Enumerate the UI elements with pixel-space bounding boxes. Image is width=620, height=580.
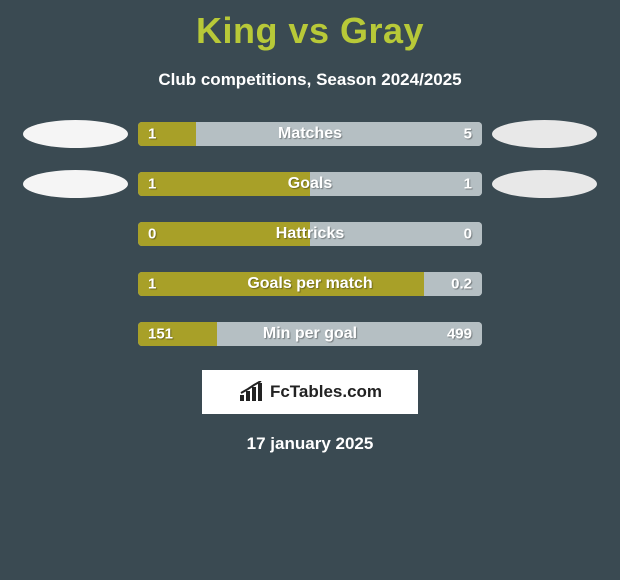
stat-value-right: 0 bbox=[464, 226, 472, 243]
stat-value-left: 151 bbox=[148, 326, 173, 343]
left-player-oval bbox=[23, 120, 128, 148]
brand-text: FcTables.com bbox=[270, 382, 382, 402]
stat-value-left: 0 bbox=[148, 226, 156, 243]
stat-label: Hattricks bbox=[276, 225, 344, 243]
stat-label: Min per goal bbox=[263, 325, 357, 343]
stat-label: Matches bbox=[278, 125, 342, 143]
stat-value-right: 1 bbox=[464, 176, 472, 193]
stat-value-left: 1 bbox=[148, 276, 156, 293]
stat-value-right: 499 bbox=[447, 326, 472, 343]
stat-value-left: 1 bbox=[148, 126, 156, 143]
right-player-oval bbox=[492, 120, 597, 148]
stat-value-right: 0.2 bbox=[451, 276, 472, 293]
stat-bar: 1 1 Goals bbox=[138, 172, 482, 196]
comparison-row: 1 5 Matches bbox=[10, 120, 610, 148]
page-title: King vs Gray bbox=[0, 0, 620, 52]
chart-icon bbox=[238, 381, 264, 403]
right-player-oval bbox=[492, 170, 597, 198]
comparison-row: 1 1 Goals bbox=[10, 170, 610, 198]
left-player-oval bbox=[23, 170, 128, 198]
stat-bar: 1 0.2 Goals per match bbox=[138, 272, 482, 296]
stat-bar: 151 499 Min per goal bbox=[138, 322, 482, 346]
subtitle: Club competitions, Season 2024/2025 bbox=[0, 70, 620, 90]
stat-value-left: 1 bbox=[148, 176, 156, 193]
comparison-row: 1 0.2 Goals per match bbox=[10, 270, 610, 298]
comparison-row: 151 499 Min per goal bbox=[10, 320, 610, 348]
stat-bar: 0 0 Hattricks bbox=[138, 222, 482, 246]
bar-fill-right bbox=[310, 172, 482, 196]
comparison-row: 0 0 Hattricks bbox=[10, 220, 610, 248]
bar-fill-left bbox=[138, 122, 196, 146]
comparison-rows: 1 5 Matches 1 1 Goals 0 0 Hattricks 1 0.2 Goals per… bbox=[0, 120, 620, 348]
stat-value-right: 5 bbox=[464, 126, 472, 143]
date-text: 17 january 2025 bbox=[0, 434, 620, 454]
brand-logo-box: FcTables.com bbox=[202, 370, 418, 414]
stat-label: Goals bbox=[288, 175, 332, 193]
bar-fill-left bbox=[138, 172, 310, 196]
stat-bar: 1 5 Matches bbox=[138, 122, 482, 146]
stat-label: Goals per match bbox=[247, 275, 372, 293]
